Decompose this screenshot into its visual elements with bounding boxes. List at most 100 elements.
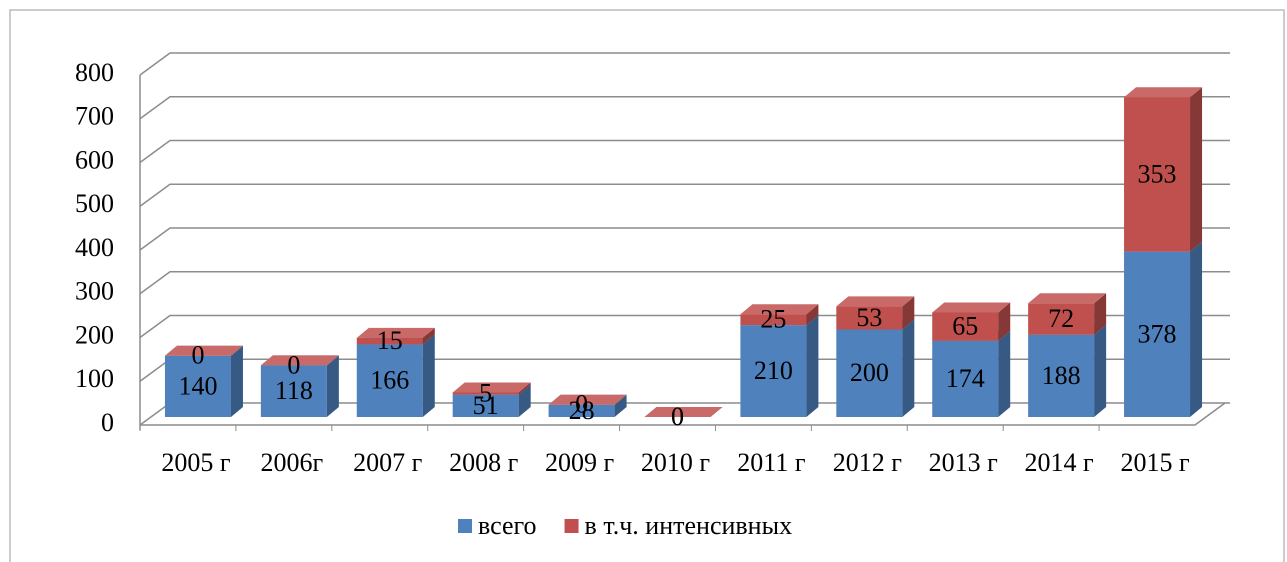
x-tick-label: 2009 г [545, 448, 614, 477]
bar-face [1028, 303, 1095, 335]
bar-face [902, 319, 915, 417]
bar-segment [164, 345, 243, 356]
bar-segment [356, 327, 435, 345]
data-label: 0 [287, 350, 300, 379]
grid-line [139, 271, 1230, 295]
legend-swatch [564, 519, 579, 533]
bar-face [422, 327, 435, 345]
bar-face [740, 314, 807, 326]
bar-face [836, 306, 903, 330]
data-label: 0 [575, 390, 588, 419]
floor [140, 402, 1226, 426]
x-tick-label: 2007 г [353, 448, 422, 477]
bar-segment [644, 407, 723, 417]
bar-face [644, 407, 723, 417]
bar-face [1028, 293, 1107, 304]
bar-face [1028, 334, 1095, 417]
x-tick-label: 2011 г [737, 448, 805, 477]
bar-face [164, 355, 231, 417]
bar-segment [836, 296, 915, 330]
bar-face [1190, 241, 1203, 417]
grid-line [139, 183, 1230, 207]
data-label: 353 [1138, 159, 1177, 188]
bar-segment [1028, 293, 1107, 335]
data-label: 174 [946, 364, 985, 393]
bar-segment [740, 304, 819, 326]
bar-face [932, 312, 999, 341]
bar-face [452, 382, 531, 393]
bar-segment [1124, 241, 1203, 417]
grid-line [139, 139, 1230, 164]
bar-face [260, 355, 339, 366]
data-label: 0 [671, 402, 684, 431]
data-label: 72 [1048, 304, 1074, 333]
bar-face [1190, 87, 1203, 252]
data-label: 200 [850, 358, 889, 387]
y-tick-label: 0 [101, 408, 114, 437]
x-tick-label: 2008 г [449, 448, 518, 477]
bar-face [356, 327, 435, 338]
data-label: 65 [952, 312, 978, 341]
y-tick-label: 600 [75, 145, 114, 174]
bar-face [518, 384, 531, 417]
x-tick-label: 2005 г [161, 448, 230, 477]
bar-face [902, 296, 915, 330]
data-label: 378 [1138, 319, 1177, 348]
data-label: 188 [1042, 361, 1081, 390]
bar-face [164, 345, 243, 356]
bar-face [356, 337, 423, 345]
bar-face [998, 330, 1011, 417]
legend-label: в т.ч. интенсивных [585, 511, 793, 540]
data-label: 53 [856, 303, 882, 332]
grid-line [139, 227, 1230, 251]
bar-face [1124, 87, 1203, 98]
y-tick-label: 300 [75, 277, 114, 306]
x-tick-label: 2006г [261, 448, 324, 477]
data-label: 140 [178, 371, 217, 400]
data-label: 25 [760, 305, 786, 334]
y-tick-label: 200 [75, 320, 114, 349]
y-tick-label: 700 [75, 102, 114, 131]
bar-face [548, 394, 627, 405]
x-tick-label: 2015 г [1120, 448, 1189, 477]
data-label: 5 [479, 379, 492, 408]
bar-face [998, 302, 1011, 341]
data-label: 0 [191, 341, 204, 370]
y-tick-label: 100 [75, 364, 114, 393]
y-tick-label: 500 [75, 189, 114, 218]
bar-face [452, 392, 519, 395]
bar-face [1124, 251, 1191, 417]
bar-segment [1124, 87, 1203, 252]
bar-face [1094, 324, 1107, 417]
legend-label: всего [478, 511, 537, 540]
bar-face [836, 329, 903, 417]
bar-face [806, 315, 819, 417]
bar-face [806, 304, 819, 326]
bar-face [230, 345, 243, 417]
x-tick-label: 2010 г [641, 448, 710, 477]
bar-face [452, 394, 519, 417]
grid-line [139, 52, 1230, 76]
bar-face [614, 394, 627, 417]
bar-face [260, 365, 327, 417]
bar-face [1094, 293, 1107, 335]
legend-swatch [458, 519, 472, 533]
x-tick-label: 2012 г [833, 448, 902, 477]
bar-segment [548, 394, 627, 405]
bar-face [740, 325, 807, 417]
bar-face [356, 344, 423, 417]
y-tick-label: 800 [75, 58, 114, 87]
data-label: 210 [754, 356, 793, 385]
frame [9, 9, 1285, 562]
x-tick-label: 2013 г [929, 448, 998, 477]
bar-face [326, 355, 339, 417]
data-label: 0 [671, 402, 684, 431]
bar-face [932, 340, 999, 417]
bar-face [518, 382, 531, 395]
data-label: 166 [370, 366, 409, 395]
bar-segment [452, 382, 531, 395]
bar-face [932, 302, 1011, 313]
bar-segment [260, 355, 339, 366]
data-label: 15 [377, 326, 403, 355]
